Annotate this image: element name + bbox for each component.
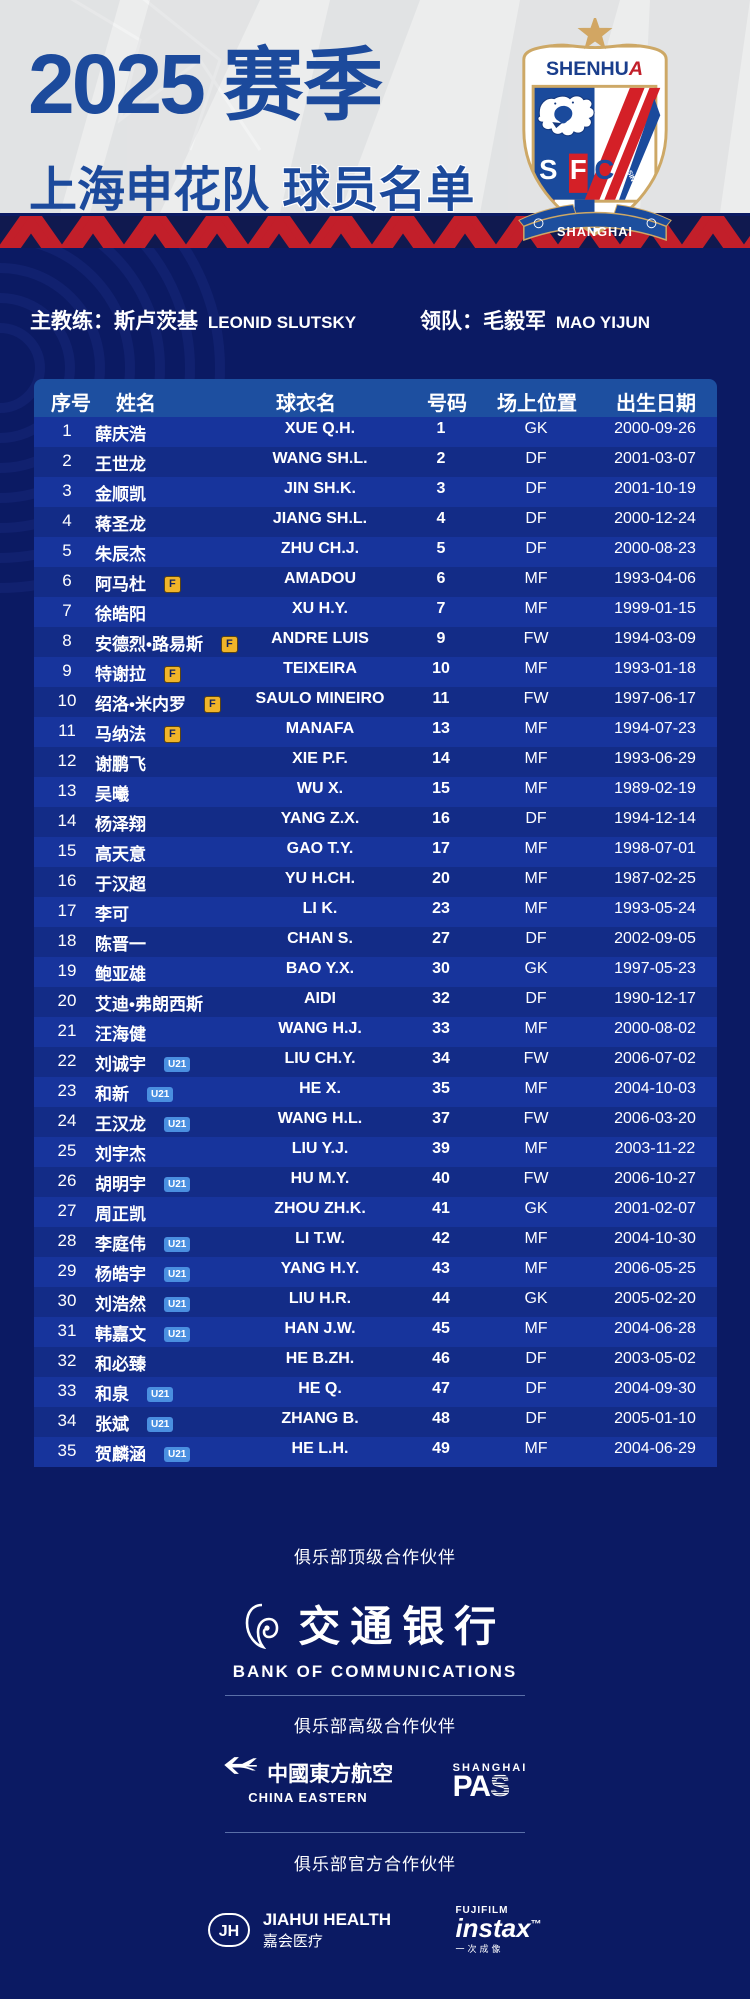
svg-text:SHANGHAI: SHANGHAI <box>557 224 633 239</box>
svg-text:S: S <box>539 154 557 185</box>
svg-text:SHENHUA: SHENHUA <box>546 58 643 80</box>
svg-text:F: F <box>570 154 587 185</box>
svg-text:JH: JH <box>219 1923 239 1940</box>
svg-text:C: C <box>594 154 614 185</box>
